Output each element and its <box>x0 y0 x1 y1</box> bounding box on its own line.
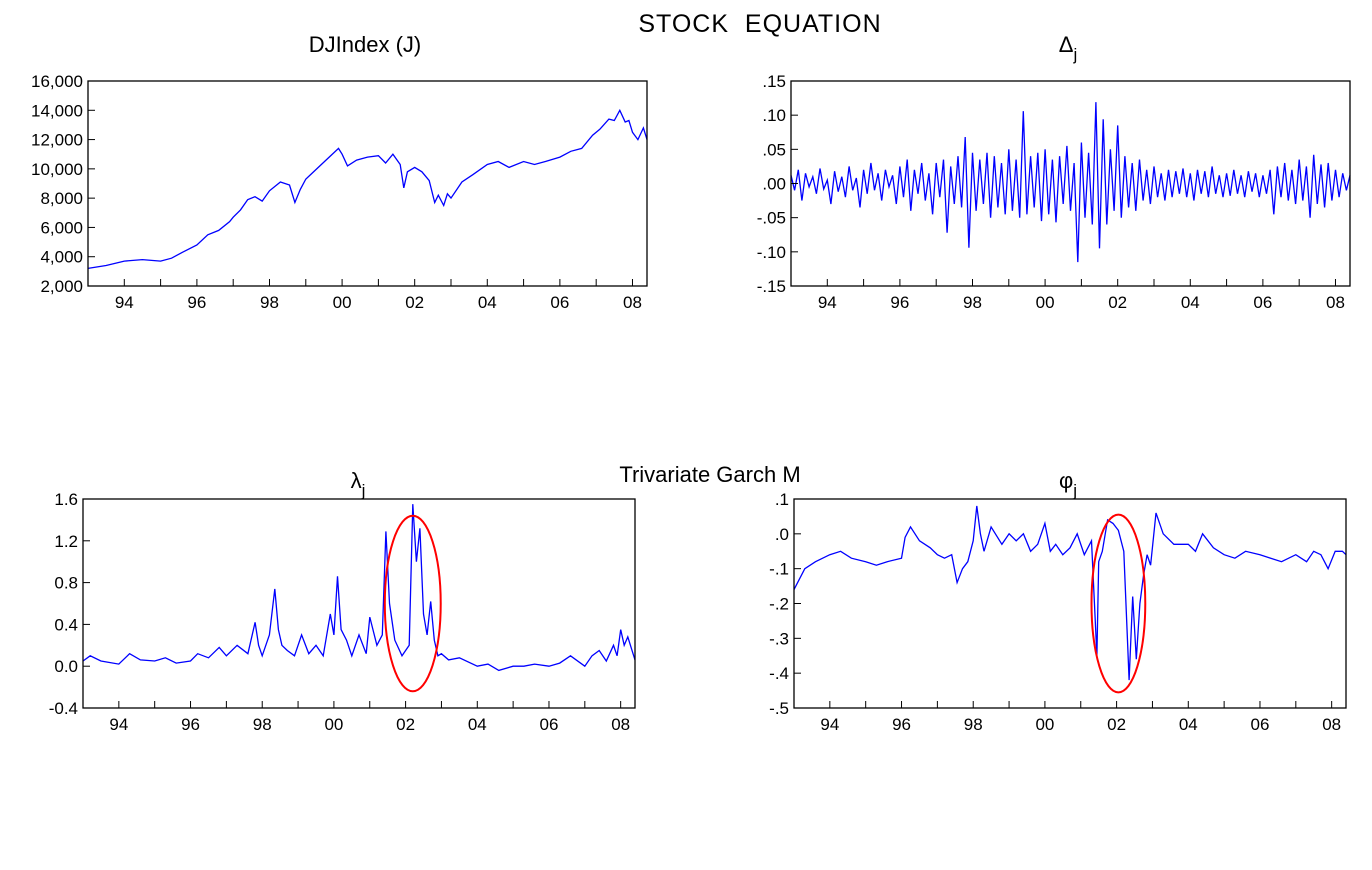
chart-2-x-tick-label: 04 <box>1181 293 1200 312</box>
chart-3-title: λj <box>351 468 366 500</box>
chart-1-y-tick-label: 14,000 <box>31 101 83 120</box>
chart-4-x-tick-label: 06 <box>1251 715 1270 734</box>
chart-3-x-tick-label: 96 <box>181 715 200 734</box>
chart-3-x-tick-label: 98 <box>253 715 272 734</box>
chart-3-series-line <box>82 504 636 672</box>
chart-2-series-line <box>790 102 1351 263</box>
chart-2-x-tick-label: 96 <box>890 293 909 312</box>
chart-1-x-tick-label: 02 <box>405 293 424 312</box>
chart-3-x-tick-label: 08 <box>611 715 630 734</box>
chart-3-y-tick-label: 1.6 <box>54 490 78 509</box>
chart-1-x-tick-label: 96 <box>187 293 206 312</box>
chart-2-frame <box>790 80 1351 287</box>
chart-4-frame <box>793 498 1347 709</box>
chart-2-x-tick-label: 02 <box>1108 293 1127 312</box>
chart-3-y-tick-label: 0.8 <box>54 574 78 593</box>
chart-2-x-tick-label: 94 <box>818 293 837 312</box>
chart-4-title: φj <box>1059 468 1077 500</box>
chart-1-x-tick-label: 00 <box>333 293 352 312</box>
chart-4-x-tick-label: 04 <box>1179 715 1198 734</box>
chart-4-y-tick-label: -.4 <box>769 664 789 683</box>
chart-3-y-tick-label: -0.4 <box>49 699 78 718</box>
chart-4: φj -.5 -.4 -.3 -.2 -.1 .0 .1 94 96 98 00 02 04 06 08 <box>769 468 1347 734</box>
chart-4-highlight-ellipse <box>1090 513 1147 694</box>
chart-1-y-tick-label: 4,000 <box>40 248 83 267</box>
chart-3-x-tick-label: 94 <box>109 715 128 734</box>
chart-2-y-tick-label: .00 <box>762 175 786 194</box>
chart-2-y-tick-label: .15 <box>762 72 786 91</box>
chart-4-y-tick-label: -.2 <box>769 595 789 614</box>
chart-1-y-tick-label: 16,000 <box>31 72 83 91</box>
figure-title: STOCK EQUATION <box>638 10 882 38</box>
chart-2-title: Δj <box>1059 32 1077 64</box>
chart-3-x-tick-label: 02 <box>396 715 415 734</box>
chart-3-highlight-ellipse <box>383 514 442 693</box>
chart-1-series-line <box>87 108 648 270</box>
chart-2: Δj -.15 -.10 -.05 .00 .05 .10 .15 94 96 98 00 02 04 06… <box>757 32 1351 312</box>
chart-2-x-tick-label: 00 <box>1036 293 1055 312</box>
chart-3-x-tick-label: 04 <box>468 715 487 734</box>
chart-4-x-tick-label: 98 <box>964 715 983 734</box>
chart-3-x-tick-label: 00 <box>324 715 343 734</box>
chart-3-x-tick-label: 06 <box>540 715 559 734</box>
chart-4-series-line <box>793 505 1347 681</box>
chart-4-x-tick-label: 96 <box>892 715 911 734</box>
chart-4-x-tick-label: 94 <box>820 715 839 734</box>
chart-1-x-tick-label: 06 <box>550 293 569 312</box>
chart-1-title: DJIndex (J) <box>309 32 421 57</box>
chart-2-y-tick-label: .10 <box>762 106 786 125</box>
chart-1-x-tick-label: 98 <box>260 293 279 312</box>
chart-2-y-tick-label: -.10 <box>757 243 786 262</box>
chart-2-x-tick-label: 08 <box>1326 293 1345 312</box>
chart-1-x-tick-label: 08 <box>623 293 642 312</box>
chart-1-frame <box>87 80 648 287</box>
chart-1-y-tick-label: 12,000 <box>31 131 83 150</box>
chart-3-y-tick-label: 0.0 <box>54 657 78 676</box>
chart-4-x-tick-label: 02 <box>1107 715 1126 734</box>
chart-4-y-tick-label: -.5 <box>769 699 789 718</box>
figure-subtitle: Trivariate Garch M <box>619 462 801 487</box>
chart-4-x-tick-label: 00 <box>1035 715 1054 734</box>
chart-3-y-tick-label: 1.2 <box>54 532 78 551</box>
chart-1-y-tick-label: 10,000 <box>31 160 83 179</box>
chart-4-y-tick-label: -.1 <box>769 560 789 579</box>
chart-1-y-tick-label: 2,000 <box>40 277 83 296</box>
chart-3-y-tick-label: 0.4 <box>54 615 78 634</box>
chart-1-y-tick-label: 8,000 <box>40 189 83 208</box>
chart-4-x-tick-label: 08 <box>1322 715 1341 734</box>
chart-4-y-tick-label: .1 <box>775 490 789 509</box>
chart-2-y-tick-label: -.15 <box>757 277 786 296</box>
chart-1-y-tick-label: 6,000 <box>40 218 83 237</box>
chart-1-x-tick-label: 94 <box>115 293 134 312</box>
chart-2-x-tick-label: 06 <box>1253 293 1272 312</box>
chart-4-y-tick-label: .0 <box>775 525 789 544</box>
chart-1: DJIndex (J) 2,000 4,000 6,000 8,000 10,000 12,… <box>31 32 648 312</box>
chart-1-x-tick-label: 04 <box>478 293 497 312</box>
chart-2-x-tick-label: 98 <box>963 293 982 312</box>
chart-3: λj -0.4 0.0 0.4 0.8 1.2 1.6 94 96 98 00 02 04 06 08 <box>49 468 636 734</box>
chart-4-y-tick-label: -.3 <box>769 629 789 648</box>
chart-2-y-tick-label: -.05 <box>757 209 786 228</box>
chart-3-frame <box>82 498 636 709</box>
chart-2-y-tick-label: .05 <box>762 140 786 159</box>
